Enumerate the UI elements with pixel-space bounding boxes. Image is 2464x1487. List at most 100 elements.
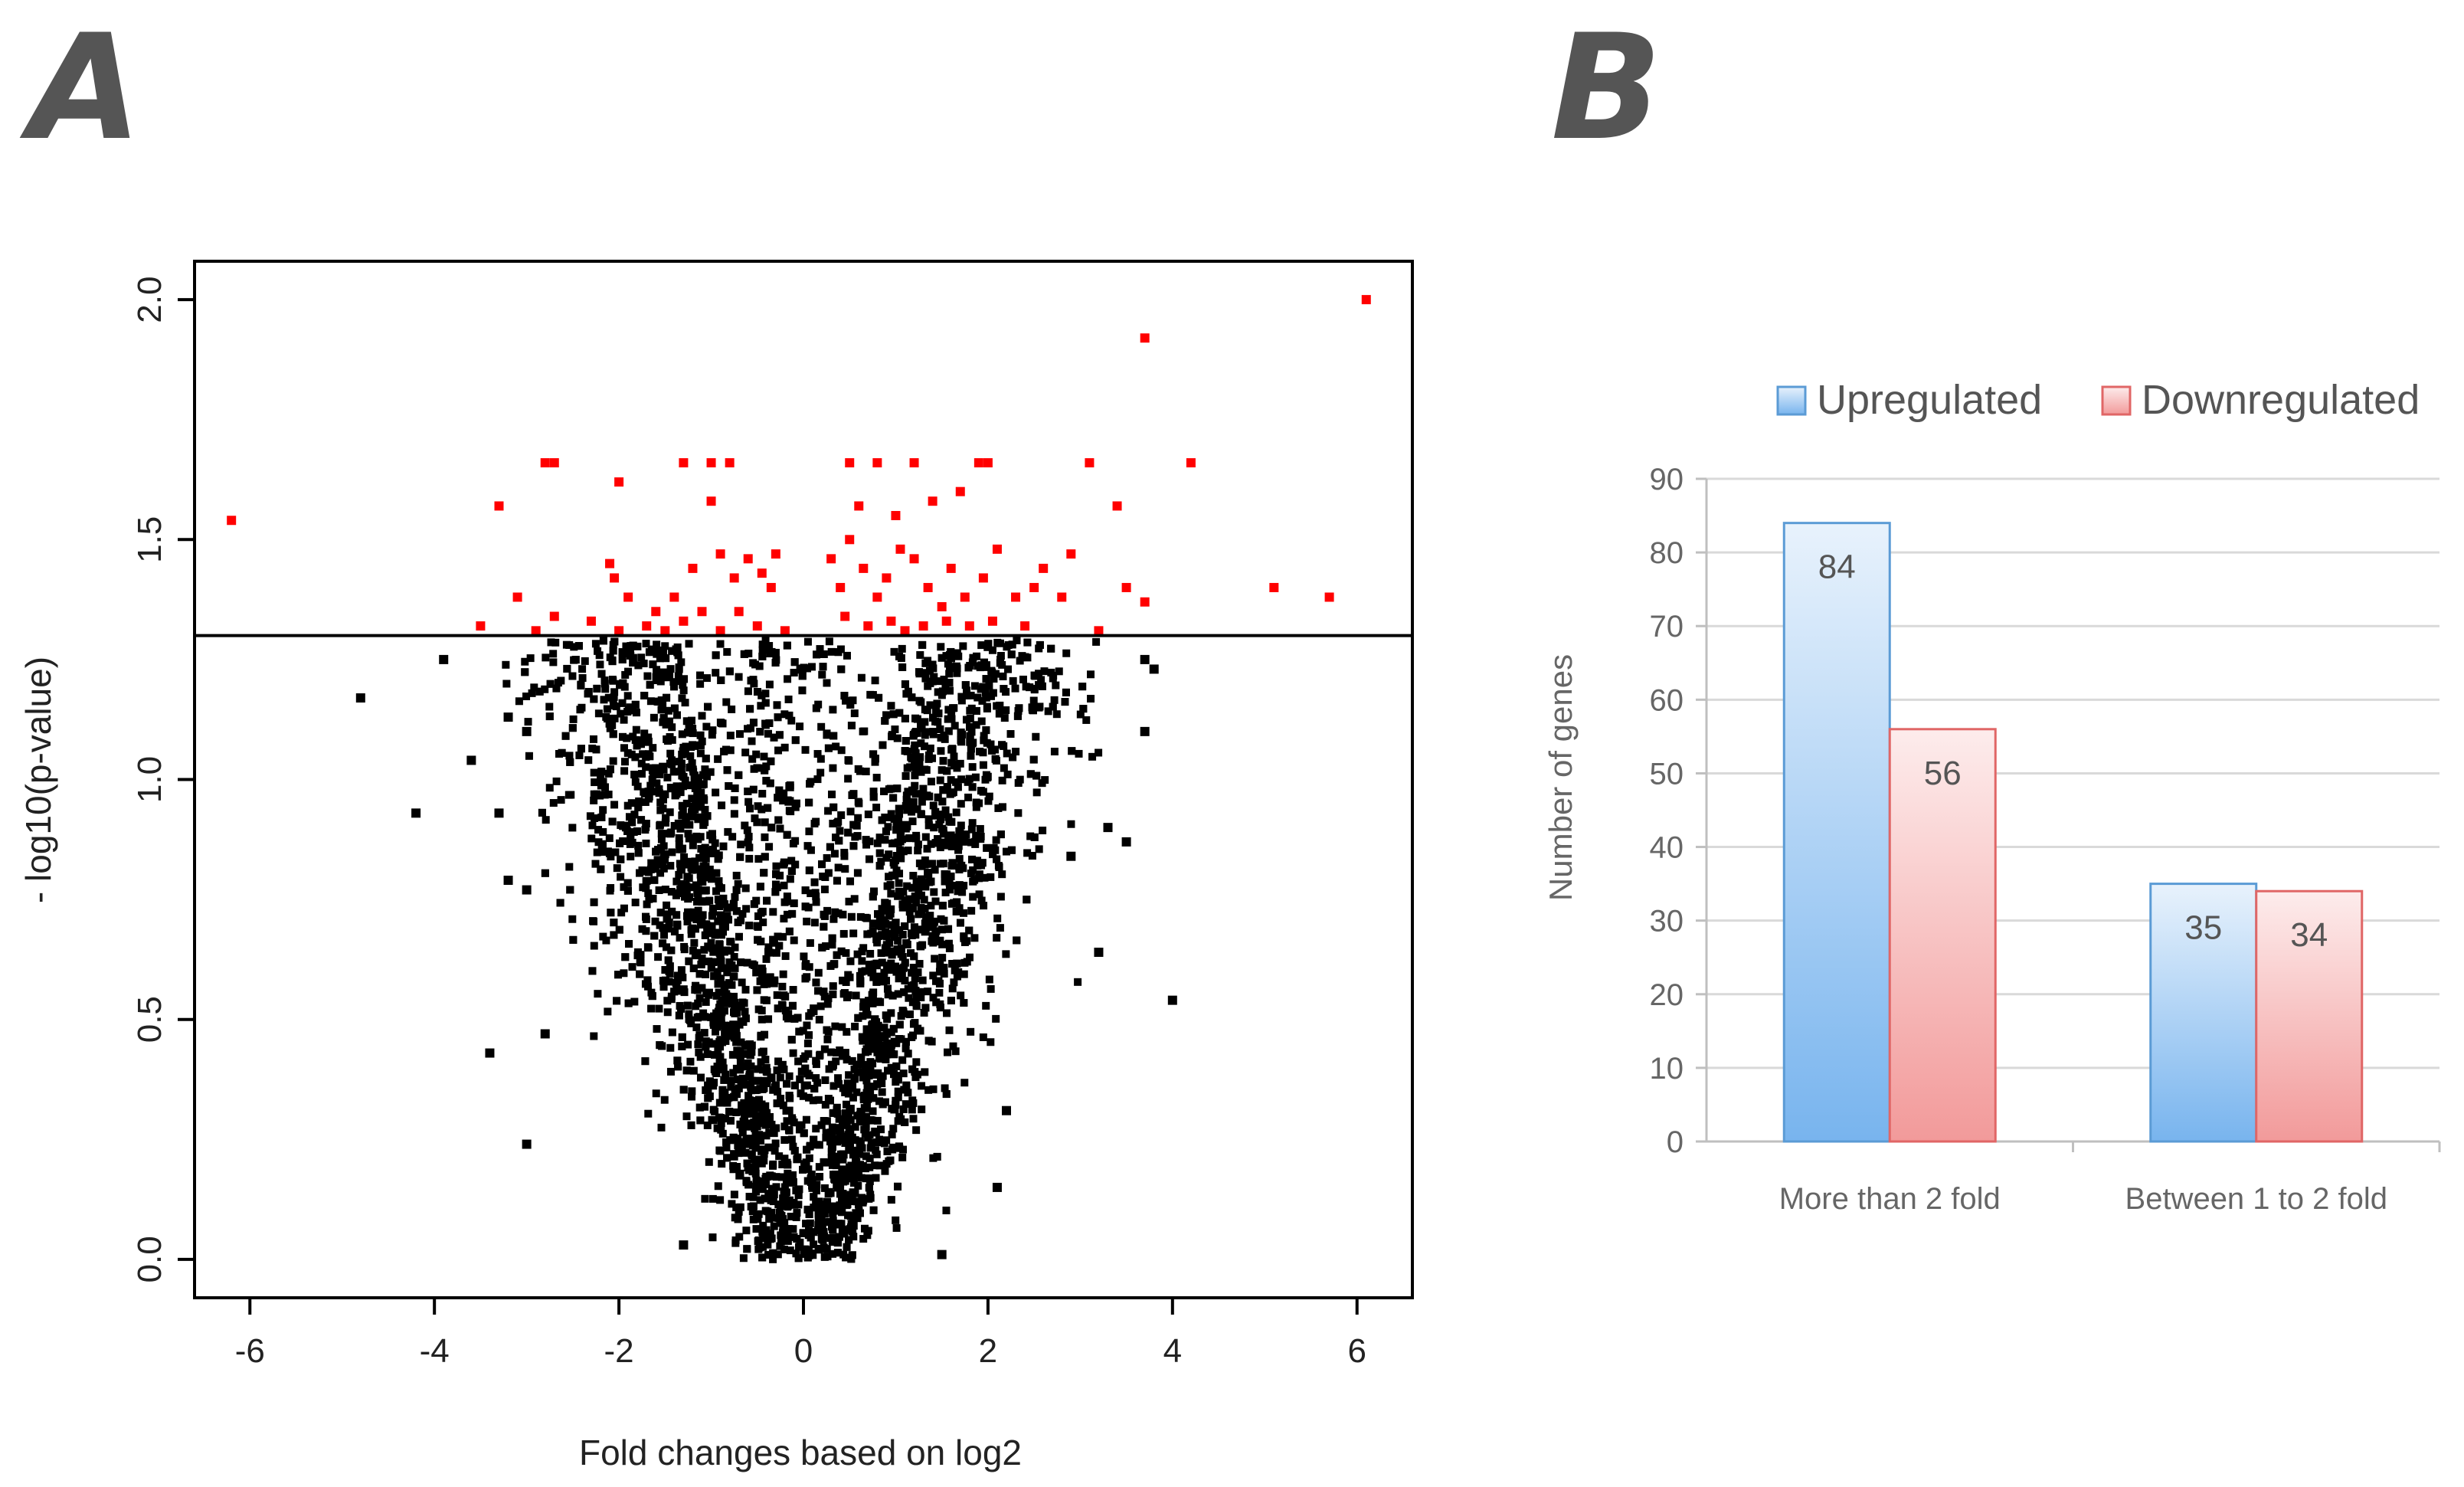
volcano-significant-point bbox=[845, 458, 855, 468]
volcano-point bbox=[918, 724, 926, 732]
volcano-point bbox=[925, 792, 934, 801]
volcano-point bbox=[646, 680, 654, 689]
volcano-point bbox=[912, 834, 921, 843]
volcano-point bbox=[884, 961, 892, 970]
volcano-point bbox=[744, 838, 752, 847]
volcano-point bbox=[915, 696, 924, 705]
volcano-point bbox=[953, 669, 961, 677]
volcano-point bbox=[908, 904, 917, 912]
volcano-point bbox=[812, 1056, 820, 1065]
volcano-point bbox=[1037, 676, 1045, 684]
volcano-point bbox=[785, 1072, 794, 1080]
volcano-point bbox=[764, 1240, 772, 1249]
volcano-point bbox=[866, 961, 875, 969]
volcano-point bbox=[977, 835, 985, 843]
volcano-point bbox=[897, 830, 905, 838]
volcano-point bbox=[754, 1237, 762, 1246]
volcano-point bbox=[732, 1204, 741, 1212]
volcano-point bbox=[597, 768, 606, 776]
volcano-point bbox=[877, 911, 885, 919]
volcano-point bbox=[620, 716, 628, 724]
volcano-point bbox=[663, 1008, 672, 1017]
volcano-point bbox=[818, 860, 826, 869]
volcano-point bbox=[948, 859, 957, 867]
volcano-significant-point bbox=[614, 626, 624, 636]
volcano-point bbox=[695, 853, 704, 862]
volcano-point bbox=[859, 1235, 868, 1243]
volcano-point bbox=[926, 701, 934, 709]
volcano-point bbox=[967, 745, 975, 753]
volcano-point bbox=[895, 810, 904, 818]
volcano-point bbox=[810, 1240, 818, 1249]
volcano-point bbox=[833, 1109, 842, 1118]
volcano-significant-point bbox=[946, 563, 956, 573]
volcano-point bbox=[852, 1209, 860, 1217]
volcano-point bbox=[803, 1205, 812, 1214]
volcano-point bbox=[929, 730, 937, 739]
volcano-point bbox=[687, 812, 695, 820]
volcano-point bbox=[823, 1035, 832, 1043]
volcano-point bbox=[843, 1056, 851, 1064]
volcano-point bbox=[866, 1144, 875, 1152]
volcano-point bbox=[921, 1004, 930, 1012]
volcano-point bbox=[936, 776, 944, 784]
volcano-point bbox=[631, 753, 640, 762]
volcano-point bbox=[801, 1052, 810, 1060]
volcano-point bbox=[764, 1015, 773, 1024]
volcano-outlier-point bbox=[679, 1240, 689, 1250]
volcano-point bbox=[777, 1095, 785, 1103]
volcano-point bbox=[710, 972, 718, 981]
volcano-point bbox=[653, 779, 661, 788]
volcano-point bbox=[718, 921, 727, 929]
volcano-point bbox=[525, 752, 533, 760]
volcano-point bbox=[674, 1063, 682, 1071]
volcano-point bbox=[761, 637, 770, 645]
volcano-point bbox=[634, 849, 643, 857]
volcano-point bbox=[737, 840, 745, 849]
volcano-point bbox=[810, 1193, 818, 1201]
volcano-significant-points bbox=[227, 295, 1371, 636]
volcano-point bbox=[776, 871, 784, 879]
volcano-point bbox=[726, 1032, 735, 1040]
volcano-point bbox=[690, 742, 699, 750]
volcano-point bbox=[924, 988, 932, 996]
volcano-point bbox=[564, 791, 573, 799]
volcano-point bbox=[989, 689, 997, 697]
volcano-point bbox=[954, 887, 962, 896]
volcano-point bbox=[905, 895, 913, 903]
volcano-point bbox=[686, 834, 694, 843]
volcano-point bbox=[774, 1004, 782, 1013]
volcano-point bbox=[665, 922, 673, 931]
volcano-point bbox=[784, 1236, 792, 1245]
volcano-point bbox=[575, 751, 584, 759]
volcano-point bbox=[823, 679, 831, 687]
volcano-point bbox=[738, 978, 746, 987]
volcano-point bbox=[829, 820, 837, 828]
volcano-point bbox=[934, 688, 942, 696]
volcano-point bbox=[944, 727, 953, 735]
volcano-outlier-point bbox=[1121, 837, 1131, 847]
volcano-point bbox=[767, 824, 776, 832]
volcano-point bbox=[705, 957, 713, 965]
volcano-point bbox=[726, 947, 735, 955]
volcano-point bbox=[635, 797, 643, 805]
volcano-point bbox=[738, 1074, 747, 1082]
volcano-point bbox=[952, 778, 960, 786]
volcano-point bbox=[840, 852, 849, 860]
volcano-point bbox=[696, 731, 705, 739]
volcano-point bbox=[817, 1210, 826, 1218]
volcano-point bbox=[895, 804, 903, 813]
volcano-y-axis: 0.00.51.01.52.0 bbox=[131, 277, 195, 1282]
volcano-point bbox=[577, 745, 585, 753]
volcano-point bbox=[783, 897, 791, 906]
volcano-point bbox=[884, 991, 892, 999]
volcano-point bbox=[823, 1000, 832, 1008]
volcano-point bbox=[848, 1195, 856, 1204]
volcano-significant-point bbox=[679, 458, 689, 468]
volcano-point bbox=[879, 741, 887, 749]
volcano-point bbox=[771, 1139, 780, 1148]
volcano-point bbox=[607, 909, 615, 917]
volcano-point bbox=[673, 976, 682, 984]
volcano-point bbox=[792, 1250, 800, 1258]
volcano-point bbox=[723, 1095, 731, 1103]
